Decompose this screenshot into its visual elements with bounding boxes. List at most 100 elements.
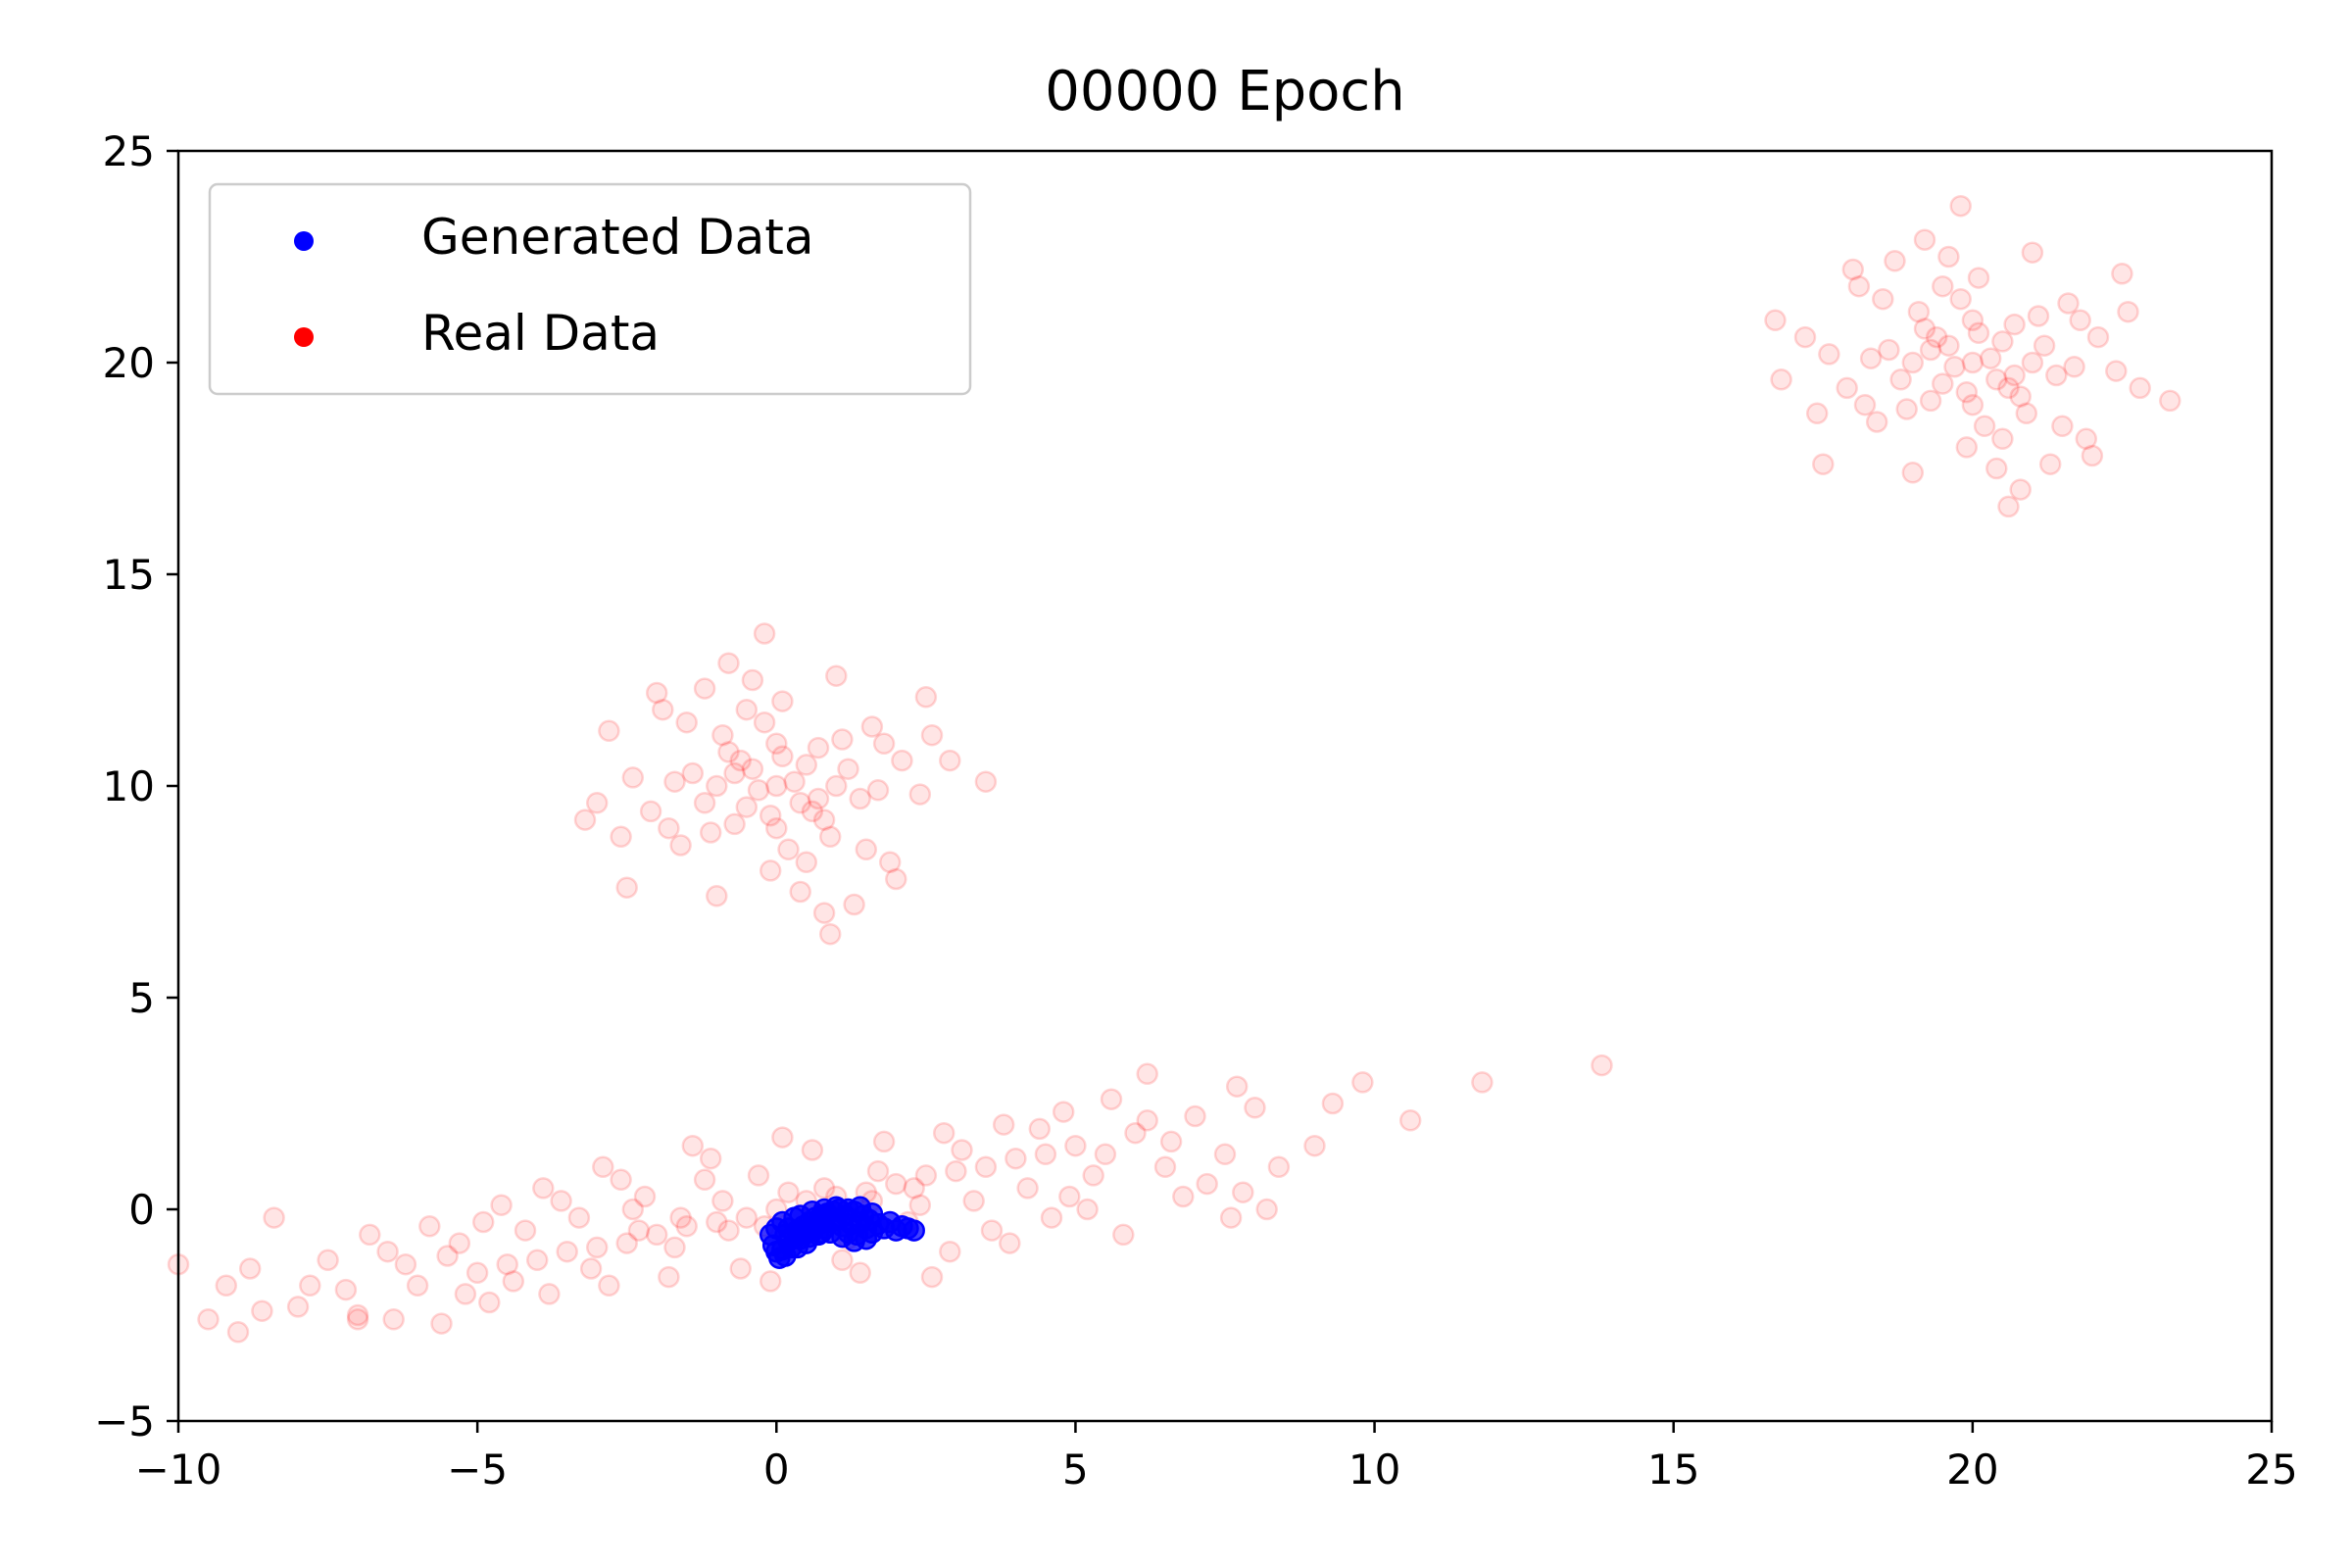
real-data-point bbox=[621, 1198, 645, 1221]
real-data-point bbox=[2105, 360, 2128, 382]
real-data-point bbox=[903, 1177, 925, 1200]
real-data-point bbox=[843, 893, 865, 916]
real-data-point bbox=[908, 1194, 932, 1216]
legend-marker-real bbox=[294, 327, 314, 347]
real-data-point bbox=[496, 1252, 518, 1276]
real-data-point bbox=[1058, 1185, 1081, 1208]
real-data-point bbox=[932, 1121, 956, 1145]
real-data-point bbox=[789, 792, 811, 814]
real-data-point bbox=[675, 1215, 698, 1238]
real-data-point bbox=[1925, 325, 1948, 349]
real-data-point bbox=[1967, 321, 1990, 345]
real-data-point bbox=[615, 876, 638, 899]
real-data-point bbox=[812, 1177, 836, 1200]
real-data-point bbox=[514, 1219, 537, 1242]
real-data-point bbox=[1225, 1075, 1249, 1098]
real-data-point bbox=[920, 723, 944, 747]
real-data-point bbox=[538, 1283, 561, 1305]
real-data-point bbox=[317, 1249, 339, 1272]
real-data-point bbox=[502, 1270, 525, 1293]
real-data-point bbox=[2015, 402, 2038, 425]
real-data-point bbox=[1004, 1147, 1027, 1170]
real-data-point bbox=[1805, 402, 1829, 425]
real-data-point bbox=[1159, 1130, 1183, 1153]
real-data-point bbox=[711, 1190, 734, 1212]
real-data-point bbox=[2009, 478, 2032, 501]
real-data-point bbox=[1955, 380, 1979, 404]
x-tick-label: −5 bbox=[447, 1446, 508, 1494]
y-tick-label: 0 bbox=[128, 1186, 155, 1234]
real-data-point bbox=[1040, 1206, 1063, 1229]
real-data-point bbox=[1034, 1143, 1057, 1166]
real-data-point bbox=[789, 880, 811, 904]
real-data-point bbox=[939, 1240, 961, 1263]
generated-data-points bbox=[759, 1196, 925, 1269]
real-data-point bbox=[1901, 462, 1925, 484]
real-data-point bbox=[639, 800, 662, 823]
real-data-point bbox=[1895, 398, 1918, 420]
legend-label-real: Real Data bbox=[421, 305, 660, 362]
real-data-point bbox=[1213, 1143, 1237, 1166]
real-data-point bbox=[645, 1223, 668, 1247]
real-data-point bbox=[771, 745, 794, 768]
real-data-point bbox=[1943, 356, 1966, 378]
real-data-point bbox=[1351, 1071, 1374, 1094]
real-data-point bbox=[1841, 258, 1865, 281]
real-data-point bbox=[1932, 274, 1954, 298]
x-tick-label: 15 bbox=[1647, 1446, 1699, 1494]
real-data-point bbox=[729, 1257, 752, 1280]
real-data-point bbox=[681, 761, 705, 785]
real-data-point bbox=[286, 1296, 310, 1318]
real-data-point bbox=[1153, 1155, 1177, 1179]
real-data-point bbox=[753, 622, 776, 645]
real-data-point bbox=[962, 1190, 985, 1212]
real-data-point bbox=[1872, 287, 1894, 311]
real-data-point bbox=[693, 677, 716, 700]
real-data-point bbox=[741, 758, 764, 780]
real-data-point bbox=[1267, 1155, 1291, 1179]
real-data-point bbox=[394, 1252, 417, 1276]
real-data-point bbox=[759, 804, 782, 827]
real-data-point bbox=[1932, 372, 1954, 395]
real-data-point bbox=[974, 1155, 998, 1179]
real-data-point bbox=[735, 796, 759, 818]
real-data-point bbox=[418, 1215, 441, 1238]
real-data-point bbox=[2075, 427, 2098, 451]
real-data-point bbox=[1764, 309, 1787, 332]
real-data-point bbox=[1064, 1134, 1087, 1157]
real-data-point bbox=[753, 710, 776, 734]
generated-data-point bbox=[860, 1202, 884, 1225]
real-data-point bbox=[2027, 305, 2050, 327]
x-tick-label: −10 bbox=[135, 1446, 222, 1494]
real-data-point bbox=[878, 851, 902, 874]
real-data-point bbox=[1016, 1177, 1039, 1200]
real-data-point bbox=[466, 1261, 489, 1285]
x-tick-label: 5 bbox=[1062, 1446, 1089, 1494]
real-data-point bbox=[1949, 194, 1972, 218]
real-data-point bbox=[825, 774, 848, 798]
real-data-point bbox=[831, 728, 854, 751]
real-data-point bbox=[238, 1257, 262, 1280]
real-data-point bbox=[197, 1308, 220, 1331]
real-data-point bbox=[1094, 1143, 1117, 1166]
real-data-point bbox=[1997, 495, 2020, 518]
real-data-point bbox=[1172, 1185, 1195, 1208]
real-data-point bbox=[1818, 343, 1840, 366]
real-data-point bbox=[1859, 347, 1883, 369]
real-data-point bbox=[795, 754, 818, 776]
real-data-point bbox=[2021, 241, 2044, 264]
real-data-point bbox=[706, 885, 728, 907]
real-data-point bbox=[1112, 1223, 1135, 1247]
real-data-point bbox=[2081, 444, 2104, 467]
y-tick-label: 25 bbox=[103, 127, 155, 175]
real-data-point bbox=[951, 1139, 973, 1161]
real-data-point bbox=[741, 668, 764, 692]
real-data-point bbox=[945, 1159, 967, 1183]
real-data-point bbox=[2063, 356, 2085, 378]
real-data-point bbox=[759, 859, 782, 882]
real-data-point bbox=[1985, 368, 2008, 391]
real-data-point bbox=[406, 1274, 429, 1298]
real-data-point bbox=[1136, 1062, 1158, 1086]
real-data-point bbox=[1884, 250, 1906, 272]
real-data-point bbox=[1949, 287, 1972, 311]
